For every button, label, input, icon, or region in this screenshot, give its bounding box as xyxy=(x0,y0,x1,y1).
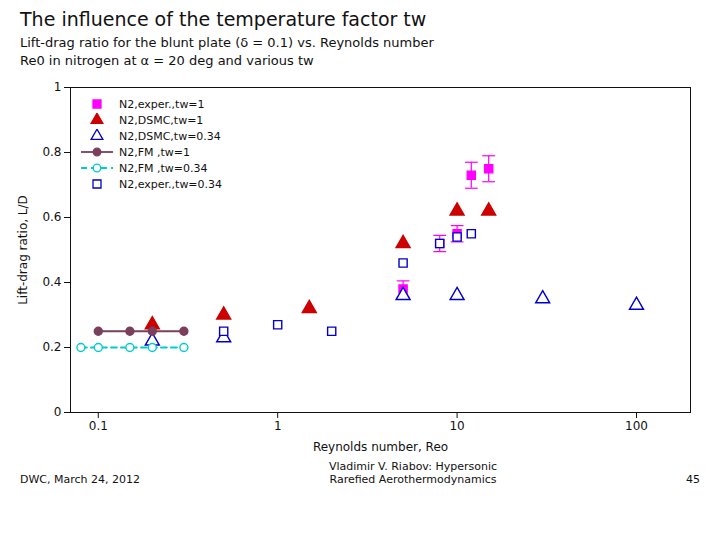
html-text:N2,exper.,tw=1: N2,exper.,tw=1 xyxy=(119,97,205,111)
html-text:DWC, March 24, 2012: DWC, March 24, 2012 xyxy=(20,473,140,487)
svg-text:100: 100 xyxy=(625,419,648,433)
html-text:The influence of the temperatu: The influence of the temperature factor … xyxy=(20,8,427,30)
svg-text:1: 1 xyxy=(54,80,62,94)
svg-text:Lift-drag ratio, L/D: Lift-drag ratio, L/D xyxy=(16,195,30,305)
svg-text:0.6: 0.6 xyxy=(42,210,61,224)
html-text:45: 45 xyxy=(686,473,700,487)
svg-text:0: 0 xyxy=(54,405,62,419)
html-text:N2,FM ,tw=1: N2,FM ,tw=1 xyxy=(119,145,191,159)
html-text:Lift-drag ratio for the blunt: Lift-drag ratio for the blunt plate (δ =… xyxy=(20,35,434,68)
html-text:N2,FM ,tw=0.34: N2,FM ,tw=0.34 xyxy=(119,161,208,175)
html-text:N2,DSMC,tw=1: N2,DSMC,tw=1 xyxy=(119,113,204,127)
svg-text:10: 10 xyxy=(449,419,464,433)
svg-text:0.2: 0.2 xyxy=(42,340,61,354)
svg-text:0.4: 0.4 xyxy=(42,275,61,289)
html-text:N2,exper.,tw=0.34: N2,exper.,tw=0.34 xyxy=(119,177,223,191)
html-text:N2,DSMC,tw=0.34: N2,DSMC,tw=0.34 xyxy=(119,129,221,143)
svg-text:0.1: 0.1 xyxy=(89,419,108,433)
svg-text:Reynolds number, Reo: Reynolds number, Reo xyxy=(313,440,448,454)
svg-text:0.8: 0.8 xyxy=(42,145,61,159)
html-text:Vladimir V. Riabov: Hypersonic: Vladimir V. Riabov: Hypersonic Rarefied … xyxy=(329,460,498,487)
svg-text:1: 1 xyxy=(274,419,282,433)
